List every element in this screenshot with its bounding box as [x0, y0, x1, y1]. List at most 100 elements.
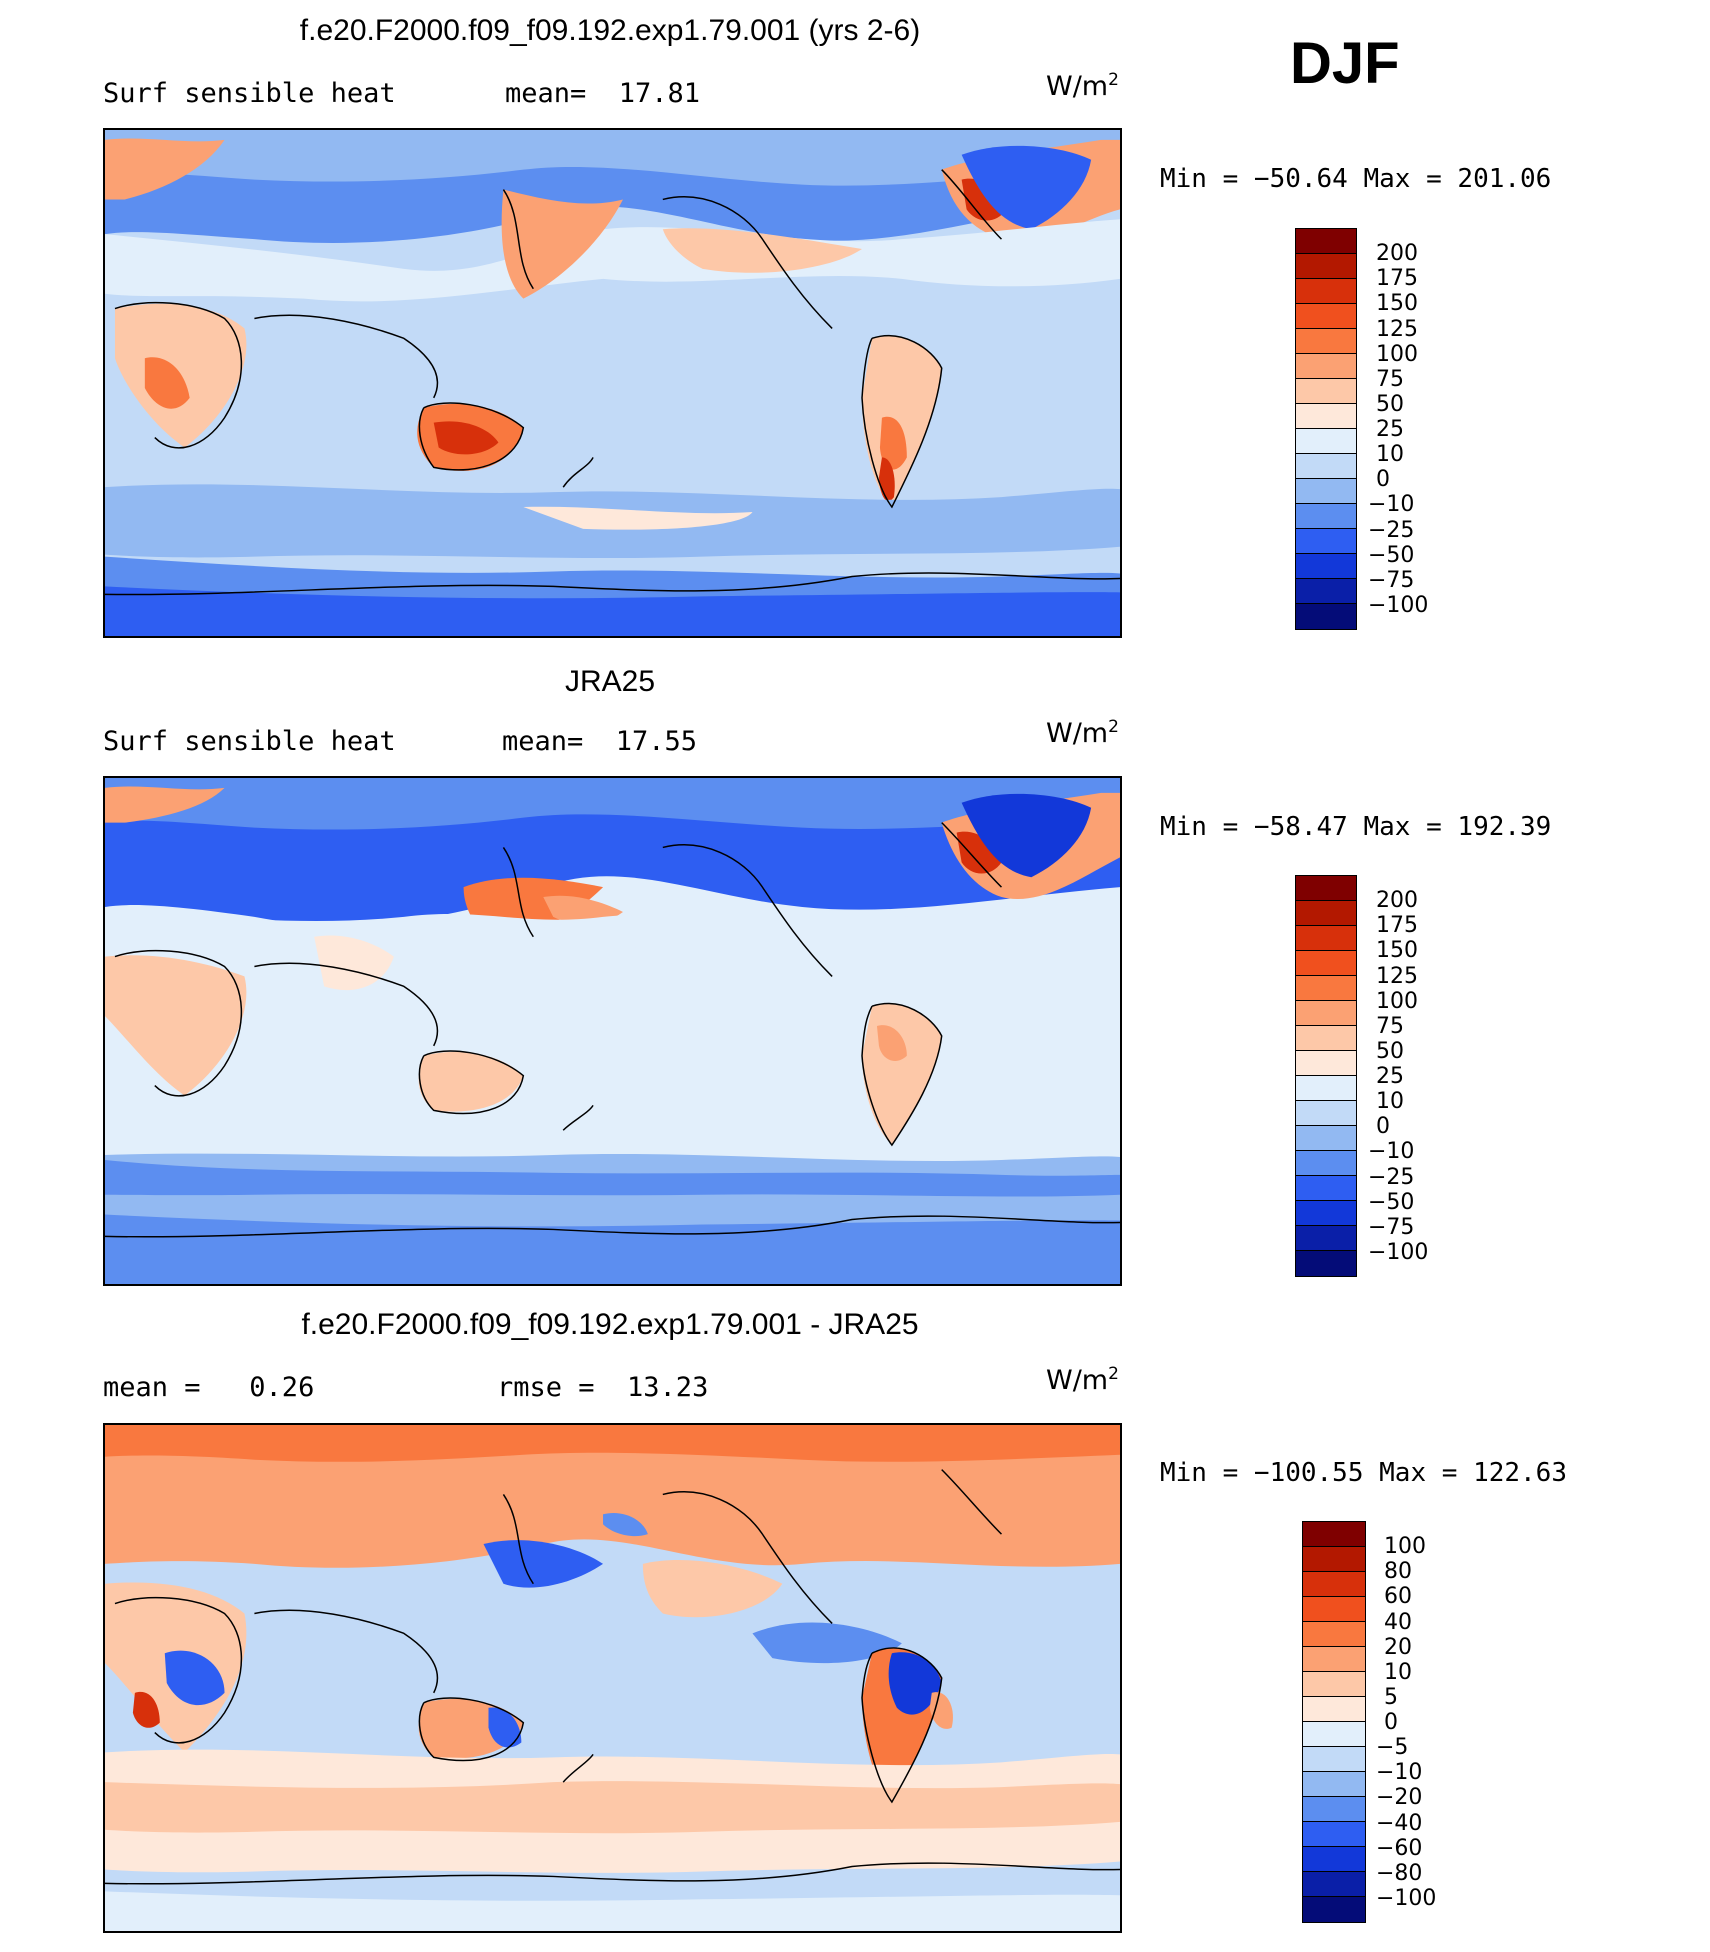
colorbar-swatch [1296, 926, 1356, 951]
colorbar-tick-label: −50 [1368, 542, 1415, 568]
colorbar-swatch [1296, 504, 1356, 529]
colorbar-swatch [1296, 454, 1356, 479]
colorbar-tick-label: −5 [1376, 1735, 1409, 1761]
colorbar-swatch [1303, 1747, 1365, 1772]
panel2-variable-label: Surf sensible heat [103, 726, 396, 757]
panel3-map [103, 1423, 1122, 1933]
colorbar-tick-label: 125 [1376, 963, 1418, 989]
panel2-colorbar-labels: 200 175 150 125 100 75 50 25 10 0 −10 −25 −50 −75 −100 [1368, 875, 1496, 1277]
colorbar-tick-label: −50 [1368, 1189, 1415, 1215]
panel1-map-image [105, 130, 1120, 636]
colorbar-tick-label: 150 [1376, 938, 1418, 964]
colorbar-tick-label: −40 [1376, 1810, 1423, 1836]
colorbar-swatch [1296, 951, 1356, 976]
panel1-colorbar [1295, 228, 1357, 630]
colorbar-swatch [1303, 1822, 1365, 1847]
colorbar-tick-label: 100 [1384, 1534, 1426, 1560]
colorbar-swatch [1303, 1547, 1365, 1572]
colorbar-swatch [1296, 1201, 1356, 1226]
colorbar-swatch [1296, 354, 1356, 379]
colorbar-tick-label: 200 [1376, 888, 1418, 914]
colorbar-swatch [1303, 1697, 1365, 1722]
colorbar-swatch [1296, 1076, 1356, 1101]
colorbar-swatch [1296, 379, 1356, 404]
colorbar-swatch [1303, 1872, 1365, 1897]
panel2-colorbar-fill [1296, 876, 1356, 1276]
colorbar-tick-label: 175 [1376, 266, 1418, 292]
colorbar-swatch [1296, 1026, 1356, 1051]
colorbar-swatch [1303, 1772, 1365, 1797]
panel1-mean-label: mean= 17.81 [505, 78, 701, 109]
colorbar-swatch [1303, 1722, 1365, 1747]
colorbar-tick-label: −100 [1368, 592, 1429, 618]
colorbar-swatch [1296, 479, 1356, 504]
colorbar-tick-label: −10 [1376, 1760, 1423, 1786]
colorbar-tick-label: −10 [1368, 1139, 1415, 1165]
panel3-rmse-label: rmse = 13.23 [497, 1372, 709, 1403]
colorbar-swatch [1296, 529, 1356, 554]
colorbar-tick-label: −75 [1368, 567, 1415, 593]
colorbar-tick-label: −20 [1376, 1785, 1423, 1811]
colorbar-swatch [1296, 901, 1356, 926]
season-label: DJF [1290, 31, 1400, 96]
colorbar-swatch [1296, 604, 1356, 629]
colorbar-swatch [1303, 1797, 1365, 1822]
colorbar-tick-label: 0 [1384, 1710, 1398, 1735]
colorbar-tick-label: −25 [1368, 517, 1415, 543]
panel1-colorbar-labels: 200 175 150 125 100 75 50 25 10 0 −10 −25 −50 −75 −100 [1368, 228, 1496, 630]
colorbar-swatch [1303, 1647, 1365, 1672]
colorbar-tick-label: 10 [1376, 1089, 1404, 1115]
colorbar-tick-label: −10 [1368, 492, 1415, 518]
colorbar-swatch [1296, 976, 1356, 1001]
panel3-map-image [105, 1425, 1120, 1931]
colorbar-swatch [1303, 1522, 1365, 1547]
colorbar-swatch [1296, 1176, 1356, 1201]
colorbar-tick-label: 175 [1376, 913, 1418, 939]
colorbar-swatch [1296, 329, 1356, 354]
colorbar-swatch [1296, 1126, 1356, 1151]
colorbar-tick-label: 60 [1384, 1584, 1412, 1610]
panel3-colorbar-fill [1303, 1522, 1365, 1922]
panel2-minmax: Min = −58.47 Max = 192.39 [1160, 812, 1552, 842]
panel3-colorbar [1302, 1521, 1366, 1923]
colorbar-swatch [1296, 429, 1356, 454]
panel1-colorbar-fill [1296, 229, 1356, 629]
colorbar-tick-label: 80 [1384, 1559, 1412, 1585]
colorbar-swatch [1296, 876, 1356, 901]
panel3-title: f.e20.F2000.f09_f09.192.exp1.79.001 - JR… [301, 1308, 919, 1341]
colorbar-swatch [1296, 404, 1356, 429]
colorbar-swatch [1296, 229, 1356, 254]
colorbar-swatch [1303, 1897, 1365, 1922]
colorbar-tick-label: −25 [1368, 1164, 1415, 1190]
panel3-minmax: Min = −100.55 Max = 122.63 [1160, 1458, 1567, 1488]
colorbar-tick-label: 0 [1376, 467, 1390, 493]
colorbar-tick-label: 5 [1384, 1684, 1398, 1710]
colorbar-tick-label: 100 [1376, 988, 1418, 1014]
colorbar-swatch [1296, 1101, 1356, 1126]
colorbar-tick-label: 100 [1376, 341, 1418, 367]
colorbar-tick-label: 125 [1376, 316, 1418, 342]
colorbar-tick-label: 150 [1376, 291, 1418, 317]
colorbar-swatch [1296, 1226, 1356, 1251]
panel2-colorbar [1295, 875, 1357, 1277]
colorbar-swatch [1296, 279, 1356, 304]
panel1-map [103, 128, 1122, 638]
colorbar-swatch [1296, 304, 1356, 329]
colorbar-swatch [1296, 1001, 1356, 1026]
panel2-map [103, 776, 1122, 1286]
panel1-title: f.e20.F2000.f09_f09.192.exp1.79.001 (yrs… [299, 14, 921, 47]
colorbar-swatch [1296, 254, 1356, 279]
colorbar-tick-label: 10 [1376, 442, 1404, 468]
colorbar-swatch [1303, 1572, 1365, 1597]
colorbar-swatch [1303, 1672, 1365, 1697]
panel1-minmax: Min = −50.64 Max = 201.06 [1160, 164, 1552, 194]
colorbar-swatch [1303, 1622, 1365, 1647]
colorbar-tick-label: −80 [1376, 1860, 1423, 1886]
colorbar-swatch [1296, 1251, 1356, 1276]
panel3-mean-label: mean = 0.26 [103, 1372, 315, 1403]
colorbar-tick-label: 20 [1384, 1634, 1412, 1660]
colorbar-swatch [1303, 1597, 1365, 1622]
colorbar-tick-label: 40 [1384, 1609, 1412, 1635]
panel2-units: W/m2 [1046, 717, 1119, 749]
panel2-mean-label: mean= 17.55 [502, 726, 698, 757]
